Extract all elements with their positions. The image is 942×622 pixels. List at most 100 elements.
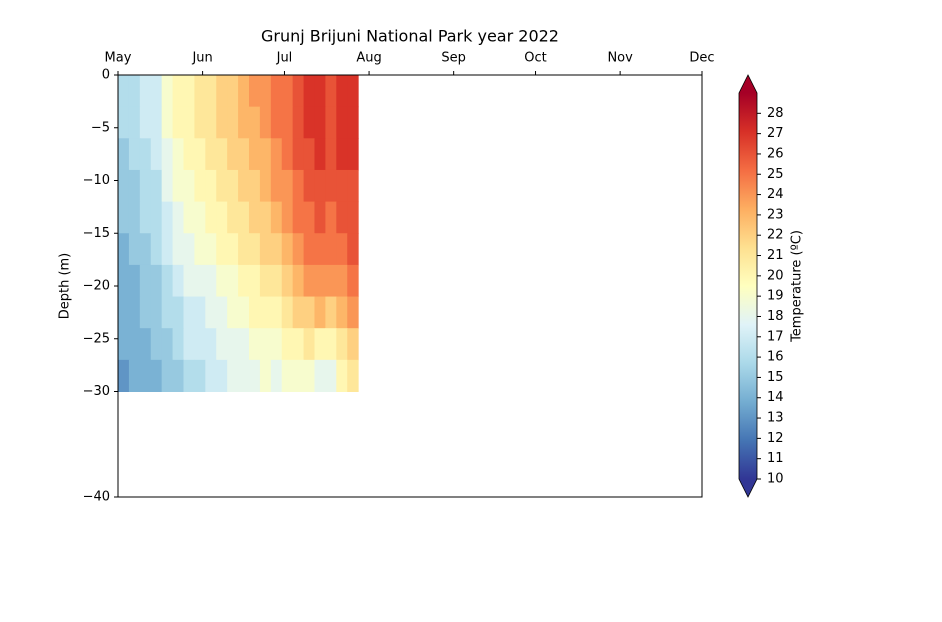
- heat-cell: [205, 328, 217, 361]
- colorbar-tick-label: 11: [767, 451, 784, 466]
- heat-cell: [216, 328, 228, 361]
- heat-cell: [281, 296, 294, 329]
- y-tick-label: −10: [83, 173, 110, 188]
- heat-cell: [150, 296, 163, 329]
- heat-cell: [314, 106, 326, 139]
- x-tick-label: Nov: [607, 51, 633, 66]
- heat-cell: [281, 264, 294, 298]
- heat-cell: [183, 264, 195, 298]
- heat-cell: [270, 264, 283, 298]
- heat-cell: [139, 264, 152, 298]
- heat-cell: [347, 201, 359, 234]
- heat-cell: [336, 328, 348, 361]
- heat-cell: [216, 233, 228, 266]
- heat-cell: [172, 359, 184, 392]
- heat-cell: [172, 201, 184, 234]
- heat-cell: [270, 359, 283, 392]
- heat-cell: [325, 169, 337, 203]
- heat-cell: [248, 106, 261, 139]
- y-tick-label: −15: [83, 226, 110, 241]
- heat-cell: [314, 75, 326, 108]
- heat-cell: [205, 359, 217, 392]
- heat-cell: [216, 106, 228, 139]
- heat-cell: [227, 328, 239, 361]
- heat-cell: [325, 75, 337, 108]
- heat-cell: [183, 201, 195, 234]
- heat-cell: [238, 264, 250, 298]
- heat-cell: [238, 201, 250, 234]
- y-tick-label: −30: [83, 384, 110, 399]
- colorbar: [739, 93, 757, 479]
- heat-cell: [172, 233, 184, 266]
- heat-cell: [292, 328, 305, 361]
- heat-cell: [303, 359, 315, 392]
- heat-cell: [292, 138, 305, 171]
- heat-cell: [347, 296, 359, 329]
- heat-cell: [325, 359, 337, 392]
- heat-cell: [347, 328, 359, 361]
- colorbar-tick-label: 18: [767, 309, 784, 324]
- heat-cell: [314, 169, 326, 203]
- heat-cell: [128, 75, 141, 108]
- heat-cell: [139, 169, 152, 203]
- colorbar-tick-label: 26: [767, 146, 784, 161]
- heat-cell: [336, 201, 348, 234]
- heat-cell: [118, 75, 130, 108]
- colorbar-tick-label: 20: [767, 268, 784, 283]
- colorbar-tick-label: 17: [767, 329, 784, 344]
- heat-cell: [128, 169, 141, 203]
- heat-cell: [205, 138, 217, 171]
- heat-cell: [227, 75, 239, 108]
- heat-cell: [216, 75, 228, 108]
- heat-cell: [292, 106, 305, 139]
- heat-cell: [227, 169, 239, 203]
- y-tick-label: −40: [83, 490, 110, 505]
- heat-cell: [303, 169, 315, 203]
- heat-cell: [325, 201, 337, 234]
- heat-cell: [205, 169, 217, 203]
- heat-cell: [216, 169, 228, 203]
- heat-cell: [336, 264, 348, 298]
- heat-cell: [139, 138, 152, 171]
- heat-cell: [314, 264, 326, 298]
- x-tick-label: Aug: [356, 51, 381, 66]
- heat-cell: [194, 328, 206, 361]
- heat-cell: [128, 138, 141, 171]
- heat-cell: [194, 106, 206, 139]
- heat-cell: [248, 75, 261, 108]
- heat-cell: [194, 138, 206, 171]
- heat-cell: [118, 296, 130, 329]
- heat-cell: [128, 264, 141, 298]
- heat-cell: [303, 233, 315, 266]
- heat-cell: [270, 328, 283, 361]
- heat-cell: [161, 296, 174, 329]
- heat-cell: [161, 138, 174, 171]
- heat-cell: [292, 75, 305, 108]
- heat-cell: [248, 264, 261, 298]
- heat-cell: [161, 75, 174, 108]
- heat-cell: [248, 138, 261, 171]
- heat-cell: [238, 138, 250, 171]
- heat-cell: [238, 233, 250, 266]
- heat-cell: [270, 201, 283, 234]
- heat-cell: [150, 328, 163, 361]
- y-tick-label: −5: [91, 120, 110, 135]
- heat-cell: [292, 296, 305, 329]
- y-tick-label: −20: [83, 279, 110, 294]
- colorbar-tick-label: 22: [767, 228, 784, 243]
- colorbar-tick-label: 27: [767, 126, 784, 141]
- heat-cell: [161, 264, 174, 298]
- heat-cell: [161, 359, 174, 392]
- heat-cell: [347, 359, 359, 392]
- heat-cell: [270, 106, 283, 139]
- heat-cell: [347, 233, 359, 266]
- heat-cell: [183, 233, 195, 266]
- heat-cell: [347, 138, 359, 171]
- heat-cell: [270, 75, 283, 108]
- heat-cell: [139, 201, 152, 234]
- heat-cell: [194, 75, 206, 108]
- heat-cell: [270, 233, 283, 266]
- heat-cell: [150, 169, 163, 203]
- heat-cell: [259, 296, 272, 329]
- heat-cell: [281, 106, 294, 139]
